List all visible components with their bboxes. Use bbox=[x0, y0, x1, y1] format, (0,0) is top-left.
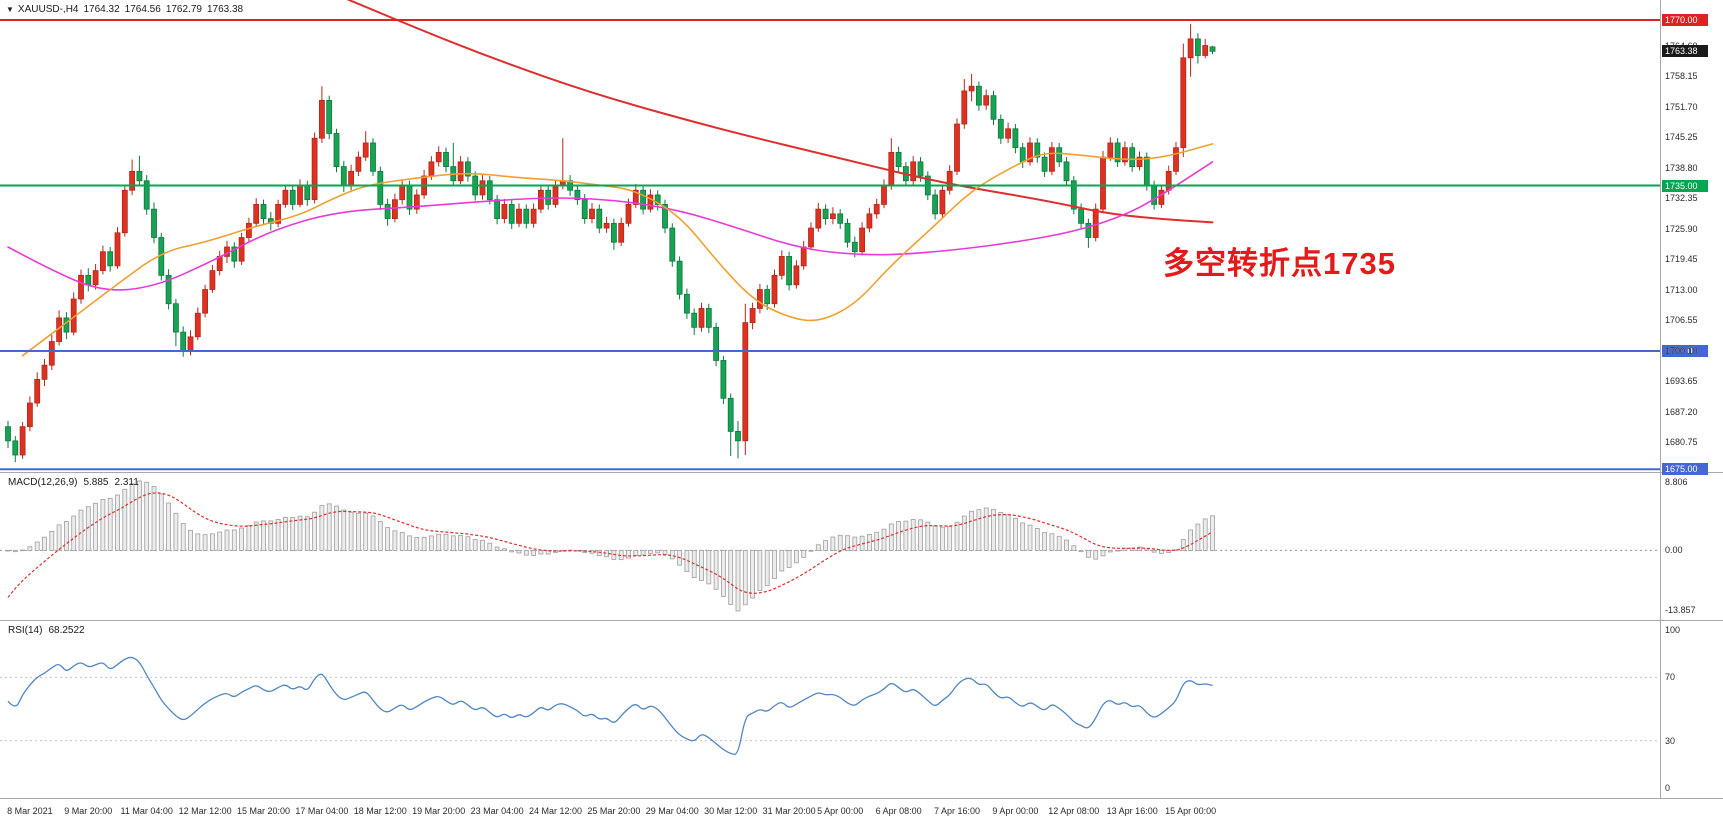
macd-indicator-label: MACD(12,26,9) 5.885 2.311 bbox=[8, 477, 145, 488]
panel-divider bbox=[0, 798, 1723, 799]
price-axis-label: 1745.25 bbox=[1665, 132, 1698, 143]
chart-symbol: XAUUSD-,H4 bbox=[17, 4, 79, 15]
ohlc-open: 1764.32 bbox=[83, 4, 120, 15]
macd-signal-line bbox=[7, 492, 1213, 598]
price-axis-label: 1738.80 bbox=[1665, 162, 1698, 173]
ma-slow-red bbox=[346, 0, 1214, 224]
ohlc-high: 1764.56 bbox=[124, 4, 161, 15]
price-axis-label: 1713.00 bbox=[1665, 284, 1698, 295]
price-axis-label: 1758.15 bbox=[1665, 71, 1698, 82]
rsi-value: 68.2522 bbox=[48, 625, 85, 636]
time-axis-label: 25 Mar 20:00 bbox=[587, 806, 641, 816]
candles-layer bbox=[5, 23, 1216, 463]
ohlc-low: 1762.79 bbox=[165, 4, 202, 15]
macd-axis-zero: 0.00 bbox=[1665, 545, 1683, 556]
macd-main-value: 5.885 bbox=[83, 477, 109, 488]
time-axis-label: 24 Mar 12:00 bbox=[528, 806, 583, 816]
time-axis-label: 9 Mar 20:00 bbox=[64, 806, 113, 816]
price-badge-1700.00: 1700.00 bbox=[1662, 345, 1708, 357]
rsi-name: RSI(14) bbox=[8, 625, 43, 636]
rsi-indicator-label: RSI(14) 68.2522 bbox=[8, 625, 91, 636]
price-axis-label: 1687.20 bbox=[1665, 406, 1698, 417]
panel-divider[interactable] bbox=[0, 472, 1723, 473]
price-scale-divider bbox=[1660, 0, 1661, 798]
time-axis-label: 18 Mar 12:00 bbox=[353, 806, 407, 816]
ma-fast-orange bbox=[21, 143, 1214, 357]
time-axis-label: 11 Mar 04:00 bbox=[120, 806, 173, 816]
time-axis-label: 15 Apr 00:00 bbox=[1165, 806, 1217, 816]
price-axis-label: 1706.55 bbox=[1665, 315, 1698, 326]
time-axis-label: 12 Mar 12:00 bbox=[178, 806, 232, 816]
price-axis-label: 1751.70 bbox=[1665, 101, 1698, 112]
time-axis-label: 29 Mar 04:00 bbox=[645, 806, 699, 816]
ohlc-close: 1763.38 bbox=[206, 4, 244, 15]
rsi-axis-70: 70 bbox=[1665, 672, 1676, 683]
chart-canvas[interactable] bbox=[0, 0, 1723, 800]
price-axis-label: 1719.45 bbox=[1665, 254, 1698, 265]
time-axis-label: 12 Apr 08:00 bbox=[1048, 806, 1100, 816]
rsi-axis-0: 0 bbox=[1665, 783, 1671, 793]
chart-title: ▼ XAUUSD-,H4 1764.32 1764.56 1762.79 1763.38 bbox=[6, 4, 248, 15]
macd-name: MACD(12,26,9) bbox=[8, 477, 78, 488]
macd-histogram bbox=[5, 480, 1215, 612]
time-axis-label: 5 Apr 00:00 bbox=[817, 806, 864, 816]
panel-divider[interactable] bbox=[0, 620, 1723, 621]
rsi-axis-30: 30 bbox=[1665, 735, 1676, 746]
price-axis-label: 1732.35 bbox=[1665, 193, 1698, 204]
time-axis-label: 17 Mar 04:00 bbox=[295, 806, 349, 816]
price-badge-1675.00: 1675.00 bbox=[1662, 463, 1708, 476]
macd-axis-min: -13.857 bbox=[1665, 605, 1696, 615]
time-axis-label: 23 Mar 04:00 bbox=[470, 806, 524, 816]
time-axis-label: 31 Mar 20:00 bbox=[762, 806, 816, 816]
time-axis-label: 8 Mar 2021 bbox=[7, 806, 53, 816]
time-axis-label: 13 Apr 16:00 bbox=[1106, 806, 1158, 816]
time-axis-label: 6 Apr 08:00 bbox=[875, 806, 922, 816]
chart-annotation: 多空转折点1735 bbox=[1163, 246, 1396, 281]
price-axis-label: 1725.90 bbox=[1665, 223, 1698, 234]
macd-axis-max: 8.806 bbox=[1665, 477, 1688, 487]
price-axis-label: 1700.10 bbox=[1665, 345, 1698, 356]
time-axis-label: 30 Mar 12:00 bbox=[704, 806, 758, 816]
price-axis-label: 1693.65 bbox=[1665, 376, 1698, 387]
time-axis-label: 19 Mar 20:00 bbox=[412, 806, 466, 816]
rsi-axis-100: 100 bbox=[1665, 625, 1681, 635]
time-axis-label: 7 Apr 16:00 bbox=[933, 806, 981, 816]
time-axis-label: 9 Apr 00:00 bbox=[992, 806, 1039, 816]
price-badge-1735.00: 1735.00 bbox=[1662, 179, 1708, 192]
chart-menu-icon[interactable]: ▼ bbox=[6, 5, 14, 14]
macd-signal-value: 2.311 bbox=[114, 477, 139, 488]
time-axis-label: 15 Mar 20:00 bbox=[236, 806, 291, 816]
current-price-badge: 1763.38 bbox=[1662, 45, 1708, 58]
price-badge-1770.00: 1770.00 bbox=[1662, 14, 1708, 26]
ma-mid-magenta bbox=[7, 161, 1214, 291]
rsi-line bbox=[7, 656, 1213, 756]
price-axis-label: 1680.75 bbox=[1665, 437, 1698, 448]
